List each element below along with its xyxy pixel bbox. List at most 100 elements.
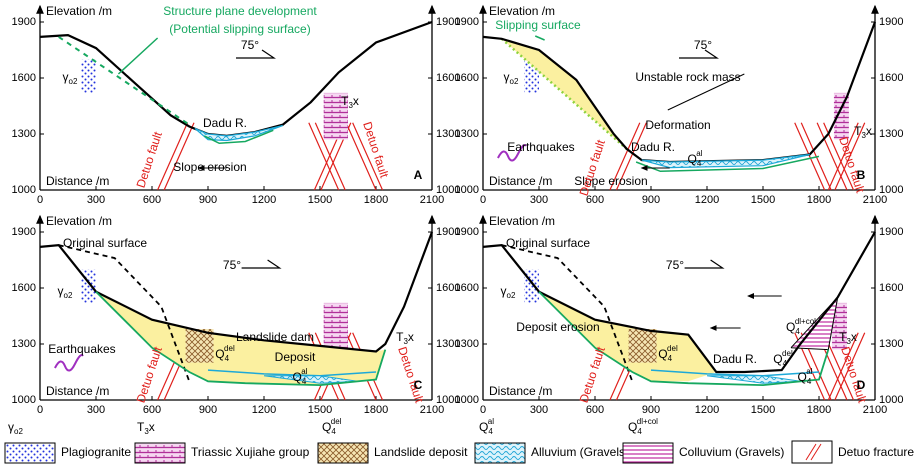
label: Dadu R.	[631, 140, 675, 154]
legend-swatch	[5, 443, 55, 463]
x-tick-label: 1800	[364, 194, 388, 206]
legend-label: Landslide deposit	[374, 445, 468, 459]
y-tick-label: 1000	[879, 394, 903, 406]
panel-letter: C	[414, 378, 423, 392]
symbol-sup: al	[696, 149, 702, 158]
panel-letter: D	[857, 378, 866, 392]
symbol-sub: 4	[488, 427, 493, 436]
y-tick-label: 1300	[879, 338, 903, 350]
symbol-sub: o2	[69, 77, 78, 86]
x-tick-label: 300	[530, 404, 548, 416]
label: 75°	[223, 258, 241, 272]
landslide-deposit	[186, 329, 214, 363]
label: Original surface	[63, 236, 147, 250]
label: Dadu R.	[203, 116, 247, 130]
x-tick-label: 1800	[807, 404, 831, 416]
label: Earthquakes	[507, 140, 574, 154]
legend-label: Alluvium (Gravels)	[531, 445, 629, 459]
y-tick-label: 1300	[12, 128, 36, 140]
y-tick-label: 1300	[455, 338, 479, 350]
y-tick-label: 1300	[12, 338, 36, 350]
legend-swatch	[135, 443, 185, 463]
label: Slope erosion	[173, 160, 246, 174]
symbol-sub: 4	[302, 377, 307, 386]
x-axis-label: Distance /m	[489, 174, 552, 188]
label: Detuo fault	[577, 344, 608, 404]
x-tick-label: 0	[37, 404, 43, 416]
symbol-sub: 4	[783, 359, 788, 368]
symbol-sub: 4	[668, 354, 673, 363]
y-axis-label: Elevation /m	[489, 214, 555, 228]
symbol-tail: x	[408, 330, 414, 344]
legend-label: Triassic Xujiahe group	[191, 445, 310, 459]
legend-swatch	[792, 441, 832, 463]
plagiogranite	[81, 59, 96, 93]
panel-letter: A	[414, 168, 423, 182]
x-tick-label: 1200	[252, 404, 276, 416]
legend-symbol: Q4al	[479, 417, 494, 436]
symbol-tail: x	[149, 420, 155, 434]
label: Original surface	[506, 236, 590, 250]
label: T3x	[396, 330, 414, 346]
legend-symbol: Q4dl+col	[628, 417, 658, 436]
symbol-sub: o2	[507, 291, 516, 300]
y-tick-label: 1600	[12, 72, 36, 84]
y-tick-label: 1900	[455, 226, 479, 238]
pointer	[535, 36, 544, 40]
y-tick-label: 1900	[455, 16, 479, 28]
symbol-tail: x	[851, 330, 857, 344]
symbol-sup: del	[331, 417, 342, 426]
legend-swatch	[318, 443, 368, 463]
y-axis-label: Elevation /m	[46, 4, 112, 18]
label: T3x	[839, 330, 857, 346]
label: γo2	[501, 284, 516, 300]
x-tick-label: 1800	[364, 404, 388, 416]
symbol-sub: o2	[510, 77, 519, 86]
symbol-sub: 4	[697, 159, 702, 168]
x-tick-label: 1500	[751, 404, 775, 416]
symbol-sub: 4	[331, 427, 336, 436]
figure: 0300600900120015001800210010001000130013…	[0, 0, 921, 470]
x-tick-label: 900	[642, 404, 660, 416]
x-tick-label: 900	[642, 194, 660, 206]
label: Dadu R.	[713, 352, 757, 366]
x-tick-label: 1500	[751, 194, 775, 206]
label: Deformation	[645, 118, 710, 132]
label: Q4al	[292, 367, 307, 386]
y-tick-label: 1000	[455, 184, 479, 196]
symbol-sub: 4	[807, 377, 812, 386]
symbol-sup: dl+col	[795, 317, 816, 326]
y-tick-label: 1600	[879, 72, 903, 84]
x-tick-label: 1200	[695, 194, 719, 206]
label: Detuo fault	[836, 135, 867, 195]
symbol-tail: x	[866, 124, 872, 138]
legend-label: Colluvium (Gravels)	[679, 445, 784, 459]
legend-swatch	[623, 443, 673, 463]
y-axis-label: Elevation /m	[46, 214, 112, 228]
x-tick-label: 1200	[252, 194, 276, 206]
y-tick-label: 1600	[455, 72, 479, 84]
x-axis-label: Distance /m	[489, 384, 552, 398]
y-axis-label: Elevation /m	[489, 4, 555, 18]
label: γo2	[58, 284, 73, 300]
y-tick-label: 1300	[455, 128, 479, 140]
slip-plane	[59, 37, 190, 125]
x-tick-label: 1500	[308, 404, 332, 416]
y-tick-label: 1000	[12, 394, 36, 406]
x-tick-label: 0	[37, 194, 43, 206]
label: T3x	[341, 94, 359, 110]
label: Slipping surface	[495, 18, 581, 32]
label: Earthquakes	[48, 342, 115, 356]
x-tick-label: 300	[87, 404, 105, 416]
y-tick-label: 1900	[879, 16, 903, 28]
x-tick-label: 600	[143, 194, 161, 206]
label: Unstable rock mass	[635, 70, 740, 84]
x-tick-label: 1500	[308, 194, 332, 206]
symbol-sup: del	[667, 344, 678, 353]
label: 75°	[666, 258, 684, 272]
symbol-sup: al	[806, 367, 812, 376]
label: Q4al	[797, 367, 812, 386]
label: (Potential slipping surface)	[169, 22, 310, 36]
pointer	[118, 38, 157, 74]
legend-symbol: T3x	[137, 420, 155, 436]
